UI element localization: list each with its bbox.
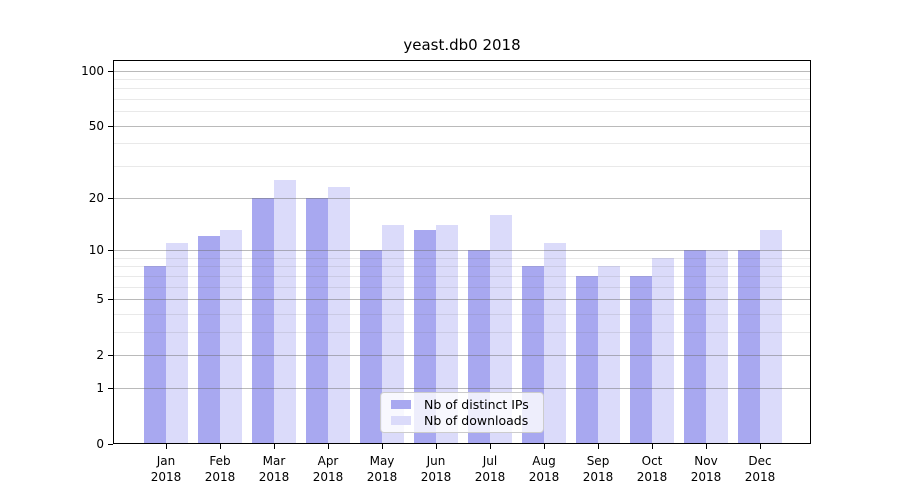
gridline-major-20	[113, 197, 811, 199]
legend-label-distinct-ips: Nb of distinct IPs	[424, 396, 529, 412]
x-tick-mark-dec	[760, 444, 761, 449]
bar-distinct-ips-may	[360, 249, 382, 444]
y-tick-mark-100	[108, 70, 113, 72]
bar-downloads-jun	[436, 224, 458, 444]
gridline-minor-4	[113, 313, 811, 315]
y-tick-label-5: 5	[96, 291, 104, 306]
x-tick-mark-oct	[652, 444, 653, 449]
x-tick-mark-jun	[436, 444, 437, 449]
y-tick-label-50: 50	[88, 118, 104, 133]
x-tick-mark-may	[382, 444, 383, 449]
bar-distinct-ips-feb	[198, 236, 220, 444]
bar-distinct-ips-apr	[306, 197, 328, 444]
bar-downloads-dec	[760, 230, 782, 444]
y-tick-label-1: 1	[96, 380, 104, 395]
x-tick-mark-nov	[706, 444, 707, 449]
y-tick-label-100: 100	[81, 63, 104, 78]
x-tick-label-feb: Feb 2018	[204, 454, 236, 484]
y-tick-mark-5	[108, 298, 113, 300]
bar-distinct-ips-nov	[684, 249, 706, 444]
x-tick-label-sep: Sep 2018	[582, 454, 614, 484]
y-tick-mark-0	[108, 444, 113, 445]
y-tick-label-10: 10	[88, 242, 104, 257]
bar-distinct-ips-mar	[252, 197, 274, 444]
x-tick-mark-mar	[274, 444, 275, 449]
gridline-major-100	[113, 70, 811, 72]
legend-swatch-downloads	[391, 416, 411, 426]
legend-item-downloads: Nb of downloads	[391, 413, 533, 428]
y-tick-mark-20	[108, 197, 113, 199]
gridline-minor-40	[113, 143, 811, 145]
y-tick-label-20: 20	[88, 190, 104, 205]
bar-downloads-may	[382, 224, 404, 444]
gridline-minor-9	[113, 257, 811, 259]
y-tick-mark-10	[108, 249, 113, 251]
bar-downloads-oct	[652, 257, 674, 444]
y-tick-mark-2	[108, 355, 113, 357]
x-tick-label-jul: Jul 2018	[474, 454, 506, 484]
x-tick-mark-sep	[598, 444, 599, 449]
x-tick-label-may: May 2018	[366, 454, 398, 484]
x-tick-label-apr: Apr 2018	[312, 454, 344, 484]
gridline-minor-80	[113, 88, 811, 90]
x-tick-mark-jan	[166, 444, 167, 449]
x-tick-label-mar: Mar 2018	[258, 454, 290, 484]
bar-downloads-feb	[220, 230, 242, 444]
gridline-minor-3	[113, 331, 811, 333]
gridline-minor-6	[113, 286, 811, 288]
y-tick-mark-1	[108, 387, 113, 389]
bar-distinct-ips-jun	[414, 230, 436, 444]
y-tick-label-2: 2	[96, 348, 104, 363]
x-tick-label-nov: Nov 2018	[690, 454, 722, 484]
x-tick-mark-feb	[220, 444, 221, 449]
x-tick-mark-apr	[328, 444, 329, 449]
x-tick-label-jun: Jun 2018	[420, 454, 452, 484]
chart-title: yeast.db0 2018	[403, 36, 521, 54]
x-tick-label-dec: Dec 2018	[744, 454, 776, 484]
x-tick-label-jan: Jan 2018	[150, 454, 182, 484]
x-tick-mark-jul	[490, 444, 491, 449]
y-tick-mark-50	[108, 125, 113, 127]
bar-downloads-mar	[274, 180, 296, 444]
gridline-minor-30	[113, 166, 811, 168]
bar-distinct-ips-dec	[738, 249, 760, 444]
legend-item-distinct-ips: Nb of distinct IPs	[391, 397, 533, 412]
gridline-major-1	[113, 387, 811, 389]
bar-distinct-ips-jan	[144, 266, 166, 444]
legend: Nb of distinct IPs Nb of downloads	[380, 392, 544, 433]
gridline-major-5	[113, 298, 811, 300]
bar-downloads-nov	[706, 249, 728, 444]
x-tick-label-oct: Oct 2018	[636, 454, 668, 484]
x-tick-label-aug: Aug 2018	[528, 454, 560, 484]
bar-downloads-sep	[598, 266, 620, 444]
legend-label-downloads: Nb of downloads	[424, 413, 529, 429]
gridline-minor-70	[113, 99, 811, 101]
gridline-minor-90	[113, 78, 811, 80]
legend-swatch-distinct-ips	[391, 399, 411, 409]
gridline-major-2	[113, 355, 811, 357]
bar-distinct-ips-sep	[576, 275, 598, 444]
gridline-minor-8	[113, 266, 811, 268]
bar-distinct-ips-oct	[630, 275, 652, 444]
bar-downloads-jan	[166, 242, 188, 444]
x-tick-mark-aug	[544, 444, 545, 449]
gridline-major-10	[113, 249, 811, 251]
bar-downloads-aug	[544, 242, 566, 444]
gridline-major-50	[113, 125, 811, 127]
gridline-minor-7	[113, 275, 811, 277]
plot-area	[113, 60, 811, 444]
gridline-minor-60	[113, 111, 811, 113]
bar-downloads-apr	[328, 186, 350, 444]
bar-downloads-jul	[490, 214, 512, 444]
y-tick-label-0: 0	[96, 437, 104, 451]
